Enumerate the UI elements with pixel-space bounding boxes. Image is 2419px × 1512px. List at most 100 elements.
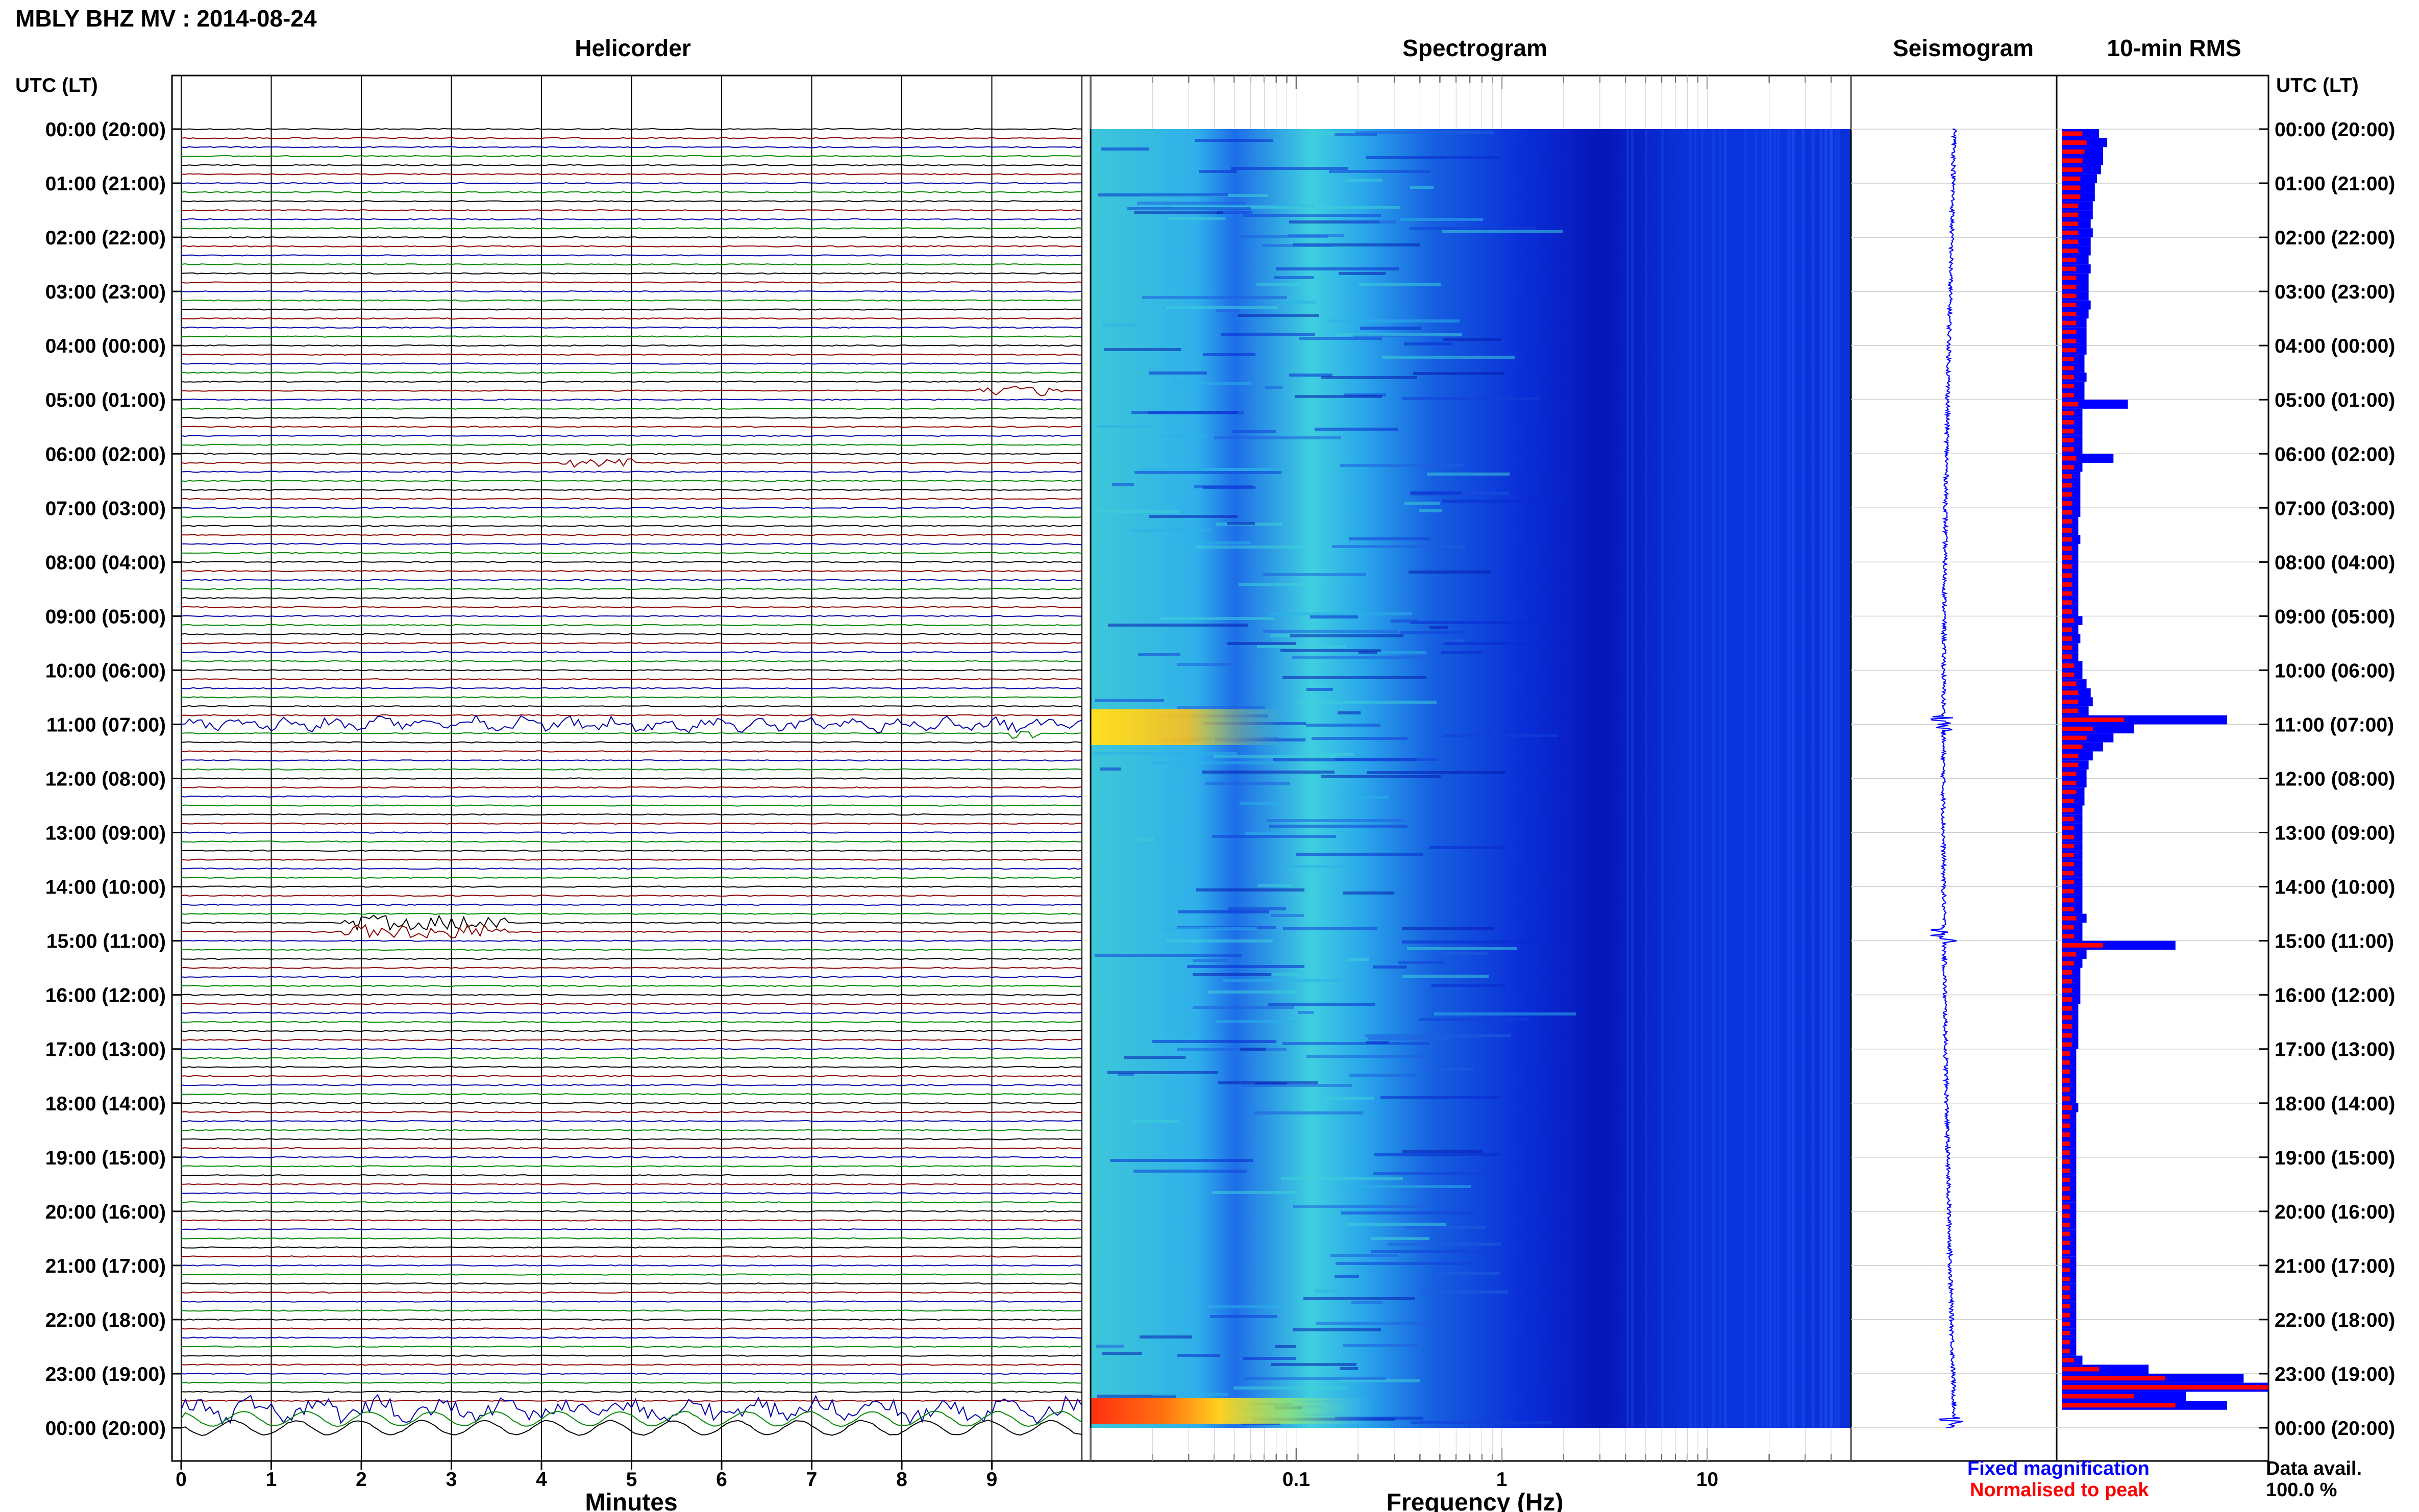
spectrogram-streak — [1409, 571, 1491, 574]
rms-bar — [2062, 266, 2077, 271]
rms-bar — [2062, 1277, 2070, 1281]
helicorder-trace — [181, 434, 1082, 437]
helicorder-trace — [181, 1309, 1082, 1312]
helicorder-trace — [181, 822, 1082, 825]
helicorder-trace — [181, 813, 1082, 816]
rms-bar — [2062, 149, 2085, 154]
helicorder-trace — [181, 1237, 1082, 1240]
spectrogram-streak — [1355, 131, 1494, 134]
spectrogram-streak — [1321, 775, 1441, 778]
rms-bar — [2062, 952, 2077, 957]
spectrogram-line — [1777, 129, 1780, 1428]
spectrogram-streak — [1292, 656, 1426, 659]
rms-bar — [2062, 618, 2075, 623]
spectrogram-streak — [1166, 306, 1278, 309]
helicorder-trace — [181, 924, 1082, 939]
right-time-label: 22:00 (18:00) — [2275, 1309, 2395, 1331]
helicorder-trace — [181, 458, 1082, 468]
rms-bar — [2062, 1087, 2070, 1092]
spectrogram-streak — [1440, 639, 1464, 642]
rms-bar — [2062, 934, 2075, 939]
spectrogram-streak — [1359, 651, 1377, 654]
spectrogram-streak — [1153, 761, 1281, 764]
helicorder-trace — [181, 164, 1082, 166]
spectrogram-streak — [1216, 309, 1240, 312]
rms-bar — [2062, 871, 2075, 876]
spectrogram-streak — [1419, 1018, 1529, 1021]
helicorder-trace — [181, 1156, 1082, 1158]
spectrogram-streak — [1276, 267, 1399, 270]
spectrogram-streak — [1256, 283, 1299, 286]
helicorder-trace — [181, 633, 1082, 635]
helicorder-trace — [181, 488, 1082, 491]
spectrogram-streak — [1315, 1290, 1339, 1293]
rms-bar — [2062, 970, 2072, 975]
rms-bar — [2062, 753, 2079, 758]
spectrogram-streak — [1366, 156, 1500, 159]
helicorder-trace — [181, 939, 1082, 942]
helicorder-trace — [181, 507, 1082, 509]
helicorder-trace — [181, 750, 1082, 753]
spectrogram-streak — [1382, 356, 1515, 359]
helicorder-trace — [181, 1410, 1082, 1427]
helicorder-trace — [181, 994, 1082, 996]
helicorder-x-ticks: 0 1 2 3 4 5 6 7 8 9 — [176, 1461, 997, 1491]
spectrogram-streak — [1402, 940, 1538, 944]
spectrogram-streak — [1407, 947, 1517, 950]
helicorder-trace — [181, 470, 1082, 473]
rms-bar — [2062, 1168, 2070, 1173]
left-time-label: 00:00 (20:00) — [45, 119, 166, 141]
minute-tick-label: 0 — [176, 1469, 187, 1491]
rms-bar — [2062, 925, 2075, 930]
spectrogram-streak — [1228, 907, 1286, 910]
spectrogram-streak — [1359, 283, 1441, 286]
helicorder-trace — [181, 1300, 1082, 1303]
spectrogram-streak — [1404, 502, 1440, 505]
spectrogram-streak — [1108, 624, 1248, 627]
right-time-label: 05:00 (01:00) — [2275, 389, 2395, 411]
helicorder-trace — [181, 606, 1082, 608]
freq-tick-label: 10 — [1696, 1469, 1718, 1491]
rms-bar — [2062, 1295, 2070, 1300]
rms-bar — [2062, 284, 2077, 289]
rms-bar — [2062, 311, 2077, 316]
rms-bar — [2062, 645, 2072, 650]
data-availability-label: Data avail. — [2266, 1458, 2362, 1479]
spectrogram-streak — [1196, 546, 1312, 549]
minute-tick-label: 8 — [896, 1469, 907, 1491]
helicorder-trace — [181, 1419, 1082, 1436]
spectrogram-streak — [1370, 651, 1426, 654]
spectrogram-streak — [1410, 227, 1536, 230]
rms-bar — [2062, 492, 2072, 497]
spectrogram-streak — [1343, 891, 1394, 895]
helicorder-trace — [181, 1075, 1082, 1077]
rms-bar — [2062, 303, 2077, 307]
rms-bar — [2062, 582, 2072, 587]
spectrogram-streak — [1196, 888, 1304, 891]
helicorder-trace — [181, 155, 1082, 158]
spectrogram-streak — [1096, 1345, 1124, 1348]
spectrogram-streak — [1098, 193, 1228, 196]
spectrogram-streak — [1149, 515, 1238, 518]
spectrogram-streak — [1437, 1272, 1500, 1275]
spectrogram-streak — [1427, 473, 1510, 476]
spectrogram-hotspot-2350 — [1091, 1398, 1376, 1424]
helicorder-trace — [181, 777, 1082, 780]
rms-bar — [2062, 1268, 2070, 1273]
spectrogram-streak — [1161, 927, 1257, 930]
rms-bar — [2062, 411, 2075, 416]
right-time-label: 09:00 (05:00) — [2275, 606, 2395, 628]
spectrogram-line — [1689, 129, 1692, 1428]
rms-bar — [2062, 1042, 2072, 1047]
spectrogram-line — [1712, 129, 1715, 1428]
rms-bar — [2062, 1258, 2070, 1263]
helicorder-trace — [181, 1318, 1082, 1321]
rms-bar — [2062, 889, 2075, 894]
helicorder-trace — [181, 1327, 1082, 1330]
left-axis-label: UTC (LT) — [15, 75, 98, 96]
rms-bar — [2062, 537, 2072, 542]
spectrogram-streak — [1366, 1041, 1389, 1044]
rms-bar — [2062, 483, 2072, 488]
rms-bar — [2062, 1141, 2070, 1146]
rms-bar — [2062, 1394, 2134, 1399]
